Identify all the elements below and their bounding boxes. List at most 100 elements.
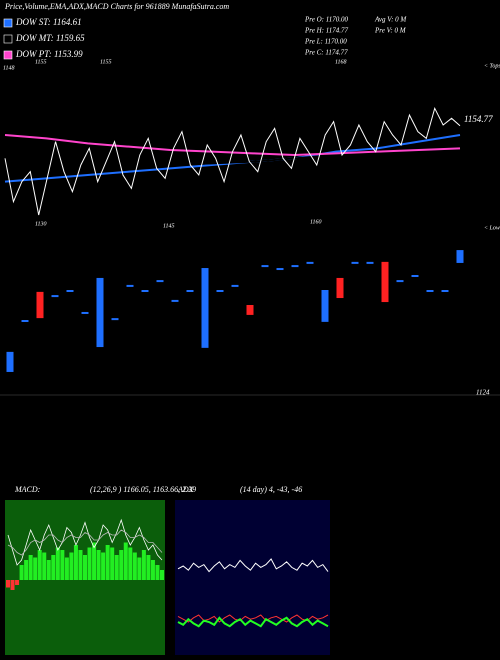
panel-text: (12,26,9 ) 1166.05, 1163.66, 2.39 [90,485,196,494]
info-text: Pre O: 1170.00 [304,16,348,24]
candle-body [396,280,404,283]
histogram-bar [64,557,69,580]
annotation: 1168 [335,59,347,65]
legend-swatch [3,50,13,60]
candle-body [381,261,389,303]
info-text: Pre C: 1174.77 [304,49,348,57]
annotation: < Lows [484,225,500,231]
annotation: 1155 [35,59,47,65]
histogram-bar [101,552,106,580]
annotation: 1145 [163,222,175,229]
histogram-bar [42,552,47,580]
histogram-bar [37,550,42,580]
histogram-bar [33,557,38,580]
histogram-bar [119,550,124,580]
histogram-bar [6,580,10,588]
candle-body [216,290,224,292]
candle-body [6,351,14,372]
candle-body [201,268,209,348]
candle-body [81,311,89,314]
panel-text: (14 day) 4, -43, -46 [240,485,302,494]
candle-body [156,280,164,283]
annotation: < Tops [484,63,500,69]
legend-label: DOW MT: 1159.65 [15,33,85,43]
legend-swatch [3,34,13,44]
candle-body [21,320,29,322]
histogram-bar [51,555,56,580]
histogram-bar [73,545,78,580]
candle-body [171,299,179,302]
adx-line [177,616,329,628]
histogram-bar [87,547,92,580]
histogram-bar [55,547,60,580]
adx-line [177,614,329,623]
candle-body [36,291,44,319]
histogram-bar [160,570,164,580]
macd-line [7,518,163,566]
histogram-bar [114,555,119,580]
histogram-bar [150,560,155,580]
histogram-bar [137,557,142,580]
candle-body [321,290,329,322]
annotation: 1130 [35,221,47,227]
histogram-bar [46,560,51,580]
panel-label: ADX [177,485,195,494]
candle-body [306,261,314,264]
candle-body [111,318,119,321]
histogram-bar [60,550,65,580]
histogram-bar [69,552,74,580]
candle-body [186,290,194,292]
histogram-bar [123,542,128,580]
histogram-bar [10,580,15,590]
info-text: Pre H: 1174.77 [304,27,348,35]
annotation: 1154.77 [464,114,493,124]
adx-line [177,558,329,573]
histogram-bar [128,547,133,580]
candle-body [456,250,464,263]
candle-body [336,277,344,299]
panel [175,500,330,655]
candle-body [96,277,104,348]
price-line [4,106,461,216]
histogram-bar [15,580,20,585]
candle-body [291,265,299,268]
candle-body [351,261,359,264]
candle-body [261,265,269,268]
histogram-bar [110,547,115,580]
candle-body [51,295,59,298]
annotation: 1160 [310,219,322,225]
info-text: Pre L: 1170.00 [304,38,347,46]
histogram-bar [105,545,110,580]
candle-body [276,268,284,271]
candle-body [141,290,149,292]
info-text: Pre V: 0 M [374,27,407,35]
y-tick-label: 1124 [476,389,490,397]
annotation: 1148 [3,64,15,71]
legend-label: DOW ST: 1164.61 [15,17,82,27]
candle-body [126,284,134,287]
legend-swatch [3,18,13,28]
histogram-bar [92,542,97,580]
histogram-bar [96,550,101,580]
histogram-bar [83,555,87,580]
histogram-bar [146,555,151,580]
macd-line [7,529,163,556]
histogram-bar [78,550,83,580]
candle-body [411,275,419,277]
candle-body [66,290,74,292]
candle-body [426,290,434,292]
candle-body [441,290,449,292]
histogram-bar [24,560,29,580]
histogram-bar [141,550,146,580]
legend-label: DOW PT: 1153.99 [15,49,83,59]
panel-label: MACD: [14,485,41,494]
candle-body [231,284,239,287]
histogram-bar [155,565,160,580]
candle-body [246,305,254,315]
chart-title: Price,Volume,EMA,ADX,MACD Charts for 961… [4,2,229,11]
histogram-bar [19,565,24,580]
annotation: 1155 [100,59,112,65]
histogram-bar [28,555,33,580]
info-text: Avg V: 0 M [374,16,407,24]
